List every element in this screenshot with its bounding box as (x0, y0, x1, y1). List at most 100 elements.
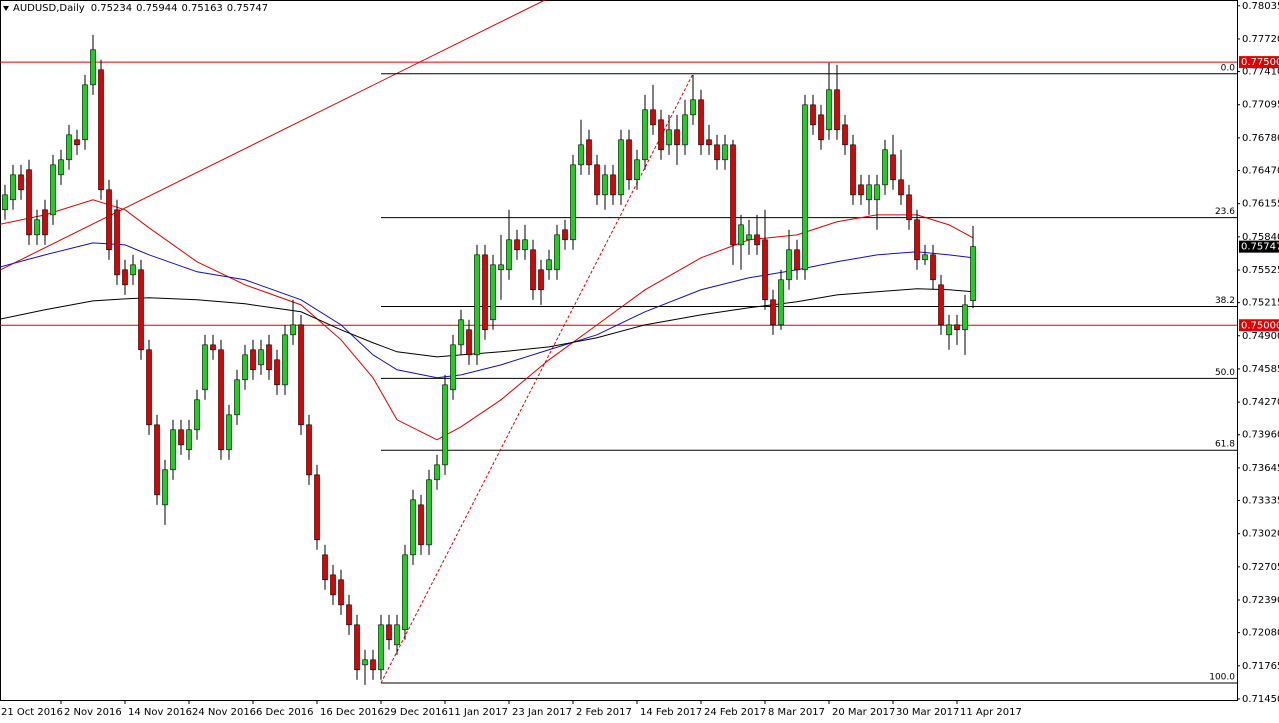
candle-body (930, 254, 936, 281)
candle-body (106, 189, 112, 251)
candle-body (666, 129, 672, 146)
candle-body (578, 144, 584, 166)
candle-body (506, 239, 512, 271)
candle-body (706, 139, 712, 146)
candle-body (90, 49, 96, 86)
fibo-label: 50.0 (1215, 368, 1235, 378)
candle-body (418, 504, 424, 546)
candle-body (546, 259, 552, 271)
candle-body (602, 174, 608, 196)
candle-body (186, 429, 192, 451)
candle-body (298, 324, 304, 426)
candle-body (442, 384, 448, 466)
candle-body (290, 324, 296, 336)
candle-body (642, 109, 648, 161)
current-price-label: 0.75747 (1241, 242, 1279, 253)
candle-body (18, 174, 24, 191)
candle-body (346, 604, 352, 626)
candle-body (378, 624, 384, 671)
candle-body (322, 554, 328, 581)
candle-body (802, 104, 808, 271)
x-tick-label: 20 Mar 2017 (832, 707, 895, 718)
candle-body (674, 129, 680, 146)
candle-body (66, 134, 72, 161)
candle-body (562, 229, 568, 241)
price-level-tag (1239, 319, 1279, 332)
candle-body (266, 344, 272, 371)
candle-body (42, 209, 48, 236)
x-tick-label: 6 Dec 2016 (256, 707, 314, 718)
plot-frame (0, 0, 1238, 701)
candle-body (722, 144, 728, 161)
x-tick-label: 11 Jan 2017 (448, 707, 508, 718)
candle-body (202, 344, 208, 391)
x-tick-label: 24 Nov 2016 (192, 707, 256, 718)
candle-body (282, 334, 288, 386)
candle-body (858, 184, 864, 196)
candle-body (154, 424, 160, 496)
candle-body (146, 349, 152, 426)
candle-body (234, 379, 240, 416)
fibo-label: 38.2 (1215, 296, 1235, 306)
candle-body (826, 89, 832, 131)
price-level-tag (1239, 56, 1279, 69)
candle-body (626, 139, 632, 181)
trend-line (0, 0, 546, 271)
candle-body (194, 399, 200, 431)
candle-body (618, 139, 624, 196)
header-high: 0.75944 (136, 3, 177, 14)
header-close: 0.75747 (227, 3, 268, 14)
price-level-label: 0.75000 (1241, 320, 1279, 331)
candle-body (458, 319, 464, 346)
candle-body (130, 264, 136, 276)
fibo-label: 61.8 (1215, 440, 1235, 450)
x-tick-label: 2 Feb 2017 (576, 707, 632, 718)
candle-body (82, 84, 88, 141)
candle-body (634, 159, 640, 181)
candle-body (946, 324, 952, 336)
y-tick-label: 0.71450 (1242, 694, 1279, 705)
candle-body (314, 474, 320, 541)
header-low: 0.75163 (181, 3, 222, 14)
candle-body (74, 139, 80, 146)
x-tick-label: 14 Nov 2016 (128, 707, 192, 718)
candle-body (610, 174, 616, 196)
candle-body (810, 104, 816, 126)
candle-body (682, 114, 688, 146)
candle-body (386, 624, 392, 641)
candle-body (410, 499, 416, 556)
candle-body (874, 184, 880, 201)
x-tick-label: 8 Mar 2017 (768, 707, 825, 718)
candle-body (690, 99, 696, 116)
candle-body (594, 164, 600, 196)
x-tick-label: 11 Apr 2017 (960, 707, 1022, 718)
candle-body (770, 299, 776, 326)
candle-body (842, 124, 848, 146)
candle-body (658, 119, 664, 151)
candle-body (34, 219, 40, 236)
candle-body (58, 159, 64, 176)
y-tick-label: 0.78035 (1242, 1, 1279, 12)
menu-arrow[interactable] (3, 6, 9, 11)
candle-body (50, 164, 56, 216)
candle-body (434, 464, 440, 481)
candle-body (306, 424, 312, 476)
candle-body (538, 269, 544, 291)
candle-body (114, 209, 120, 276)
x-tick-label: 2 Nov 2016 (64, 707, 122, 718)
candle-body (498, 264, 504, 271)
y-tick-label: 0.73335 (1242, 496, 1279, 507)
x-tick-label: 21 Oct 2016 (1, 707, 63, 718)
candle-body (554, 234, 560, 271)
x-tick-label: 24 Feb 2017 (704, 707, 766, 718)
candle-body (226, 414, 232, 451)
candle-body (274, 359, 280, 386)
x-tick-label: 30 Mar 2017 (896, 707, 959, 718)
